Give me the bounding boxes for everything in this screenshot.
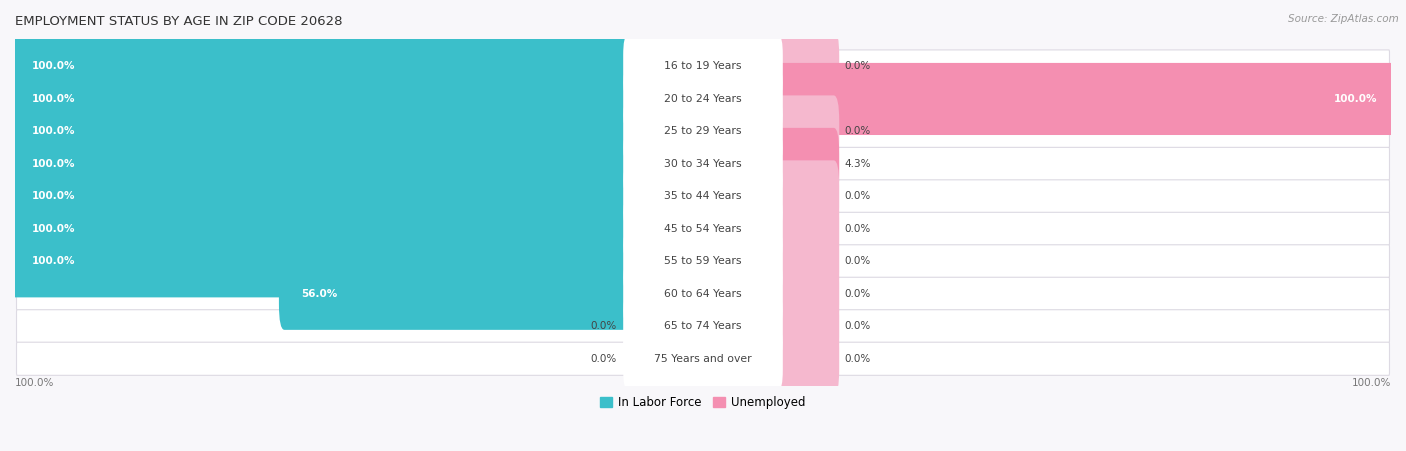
Text: 4.3%: 4.3% — [844, 159, 870, 169]
Text: 0.0%: 0.0% — [844, 289, 870, 299]
FancyBboxPatch shape — [623, 133, 783, 195]
Text: 0.0%: 0.0% — [844, 224, 870, 234]
Text: 100.0%: 100.0% — [32, 191, 76, 202]
Text: 100.0%: 100.0% — [1351, 378, 1391, 388]
FancyBboxPatch shape — [10, 226, 633, 297]
FancyBboxPatch shape — [623, 166, 783, 227]
FancyBboxPatch shape — [17, 342, 1389, 375]
FancyBboxPatch shape — [17, 277, 1389, 310]
FancyBboxPatch shape — [10, 193, 633, 265]
Text: 100.0%: 100.0% — [15, 378, 55, 388]
FancyBboxPatch shape — [17, 147, 1389, 180]
FancyBboxPatch shape — [773, 258, 839, 330]
FancyBboxPatch shape — [773, 193, 839, 265]
FancyBboxPatch shape — [623, 328, 783, 390]
Text: 65 to 74 Years: 65 to 74 Years — [664, 321, 742, 331]
FancyBboxPatch shape — [623, 263, 783, 325]
FancyBboxPatch shape — [773, 290, 839, 362]
FancyBboxPatch shape — [10, 128, 633, 200]
FancyBboxPatch shape — [773, 31, 839, 102]
FancyBboxPatch shape — [623, 198, 783, 260]
Text: 60 to 64 Years: 60 to 64 Years — [664, 289, 742, 299]
FancyBboxPatch shape — [10, 96, 633, 167]
FancyBboxPatch shape — [17, 180, 1389, 213]
FancyBboxPatch shape — [10, 31, 633, 102]
FancyBboxPatch shape — [773, 323, 839, 395]
FancyBboxPatch shape — [773, 161, 839, 232]
FancyBboxPatch shape — [17, 83, 1389, 115]
FancyBboxPatch shape — [17, 310, 1389, 343]
Text: 0.0%: 0.0% — [591, 321, 617, 331]
FancyBboxPatch shape — [623, 101, 783, 162]
Text: 0.0%: 0.0% — [844, 354, 870, 364]
Text: 0.0%: 0.0% — [844, 61, 870, 72]
FancyBboxPatch shape — [623, 68, 783, 130]
FancyBboxPatch shape — [773, 96, 839, 167]
FancyBboxPatch shape — [623, 230, 783, 292]
FancyBboxPatch shape — [10, 63, 633, 135]
FancyBboxPatch shape — [17, 50, 1389, 83]
Text: 100.0%: 100.0% — [32, 61, 76, 72]
Text: 45 to 54 Years: 45 to 54 Years — [664, 224, 742, 234]
Text: 100.0%: 100.0% — [32, 159, 76, 169]
Text: 0.0%: 0.0% — [844, 321, 870, 331]
Text: 55 to 59 Years: 55 to 59 Years — [664, 256, 742, 267]
Legend: In Labor Force, Unemployed: In Labor Force, Unemployed — [596, 391, 810, 414]
FancyBboxPatch shape — [10, 161, 633, 232]
FancyBboxPatch shape — [623, 295, 783, 357]
FancyBboxPatch shape — [623, 36, 783, 97]
Text: 20 to 24 Years: 20 to 24 Years — [664, 94, 742, 104]
Text: 30 to 34 Years: 30 to 34 Years — [664, 159, 742, 169]
Text: 0.0%: 0.0% — [844, 256, 870, 267]
FancyBboxPatch shape — [17, 212, 1389, 245]
Text: 100.0%: 100.0% — [32, 256, 76, 267]
FancyBboxPatch shape — [773, 128, 839, 200]
Text: 100.0%: 100.0% — [32, 94, 76, 104]
FancyBboxPatch shape — [17, 115, 1389, 148]
Text: 0.0%: 0.0% — [844, 126, 870, 137]
Text: 75 Years and over: 75 Years and over — [654, 354, 752, 364]
Text: 100.0%: 100.0% — [32, 224, 76, 234]
FancyBboxPatch shape — [17, 245, 1389, 278]
Text: 56.0%: 56.0% — [302, 289, 337, 299]
Text: 25 to 29 Years: 25 to 29 Years — [664, 126, 742, 137]
FancyBboxPatch shape — [773, 226, 839, 297]
Text: 0.0%: 0.0% — [844, 191, 870, 202]
Text: EMPLOYMENT STATUS BY AGE IN ZIP CODE 20628: EMPLOYMENT STATUS BY AGE IN ZIP CODE 206… — [15, 15, 343, 28]
FancyBboxPatch shape — [773, 63, 1396, 135]
Text: 100.0%: 100.0% — [1334, 94, 1378, 104]
Text: 16 to 19 Years: 16 to 19 Years — [664, 61, 742, 72]
Text: 35 to 44 Years: 35 to 44 Years — [664, 191, 742, 202]
Text: Source: ZipAtlas.com: Source: ZipAtlas.com — [1288, 14, 1399, 23]
Text: 0.0%: 0.0% — [591, 354, 617, 364]
Text: 100.0%: 100.0% — [32, 126, 76, 137]
FancyBboxPatch shape — [278, 258, 633, 330]
